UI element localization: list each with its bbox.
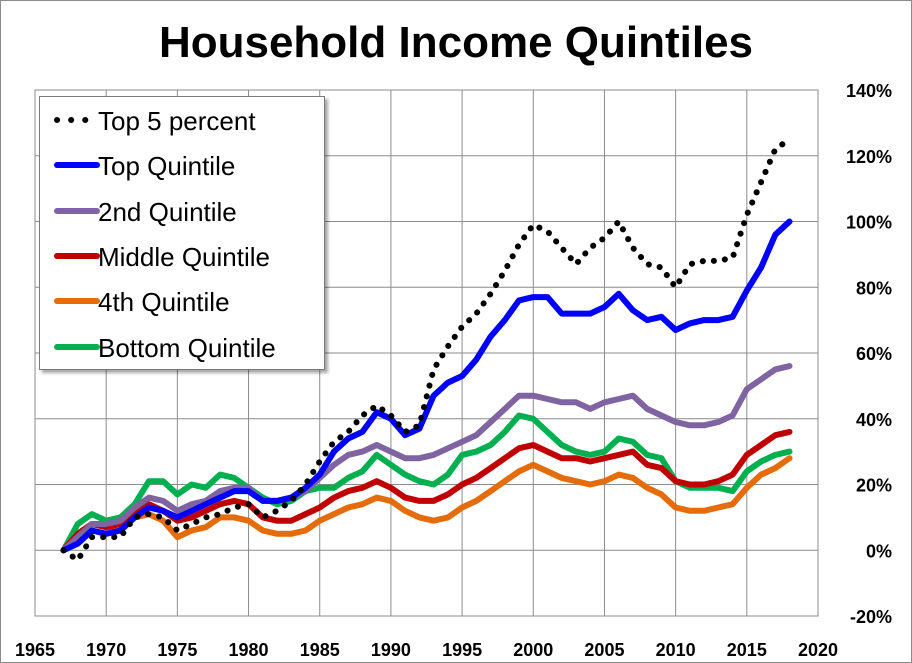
y-tick-label: 20% [856, 476, 892, 496]
series-line-middle-quintile [60, 428, 793, 554]
legend-label: Bottom Quintile [98, 332, 276, 363]
y-tick-label: 140% [846, 81, 892, 101]
legend-label: Middle Quintile [98, 241, 270, 272]
legend-item: Middle Quintile [40, 236, 324, 276]
series-line-top-quintile [60, 218, 793, 554]
series-line-top-5-percent [60, 136, 793, 564]
chart-title: Household Income Quintiles [158, 18, 754, 67]
legend-label: Top Quintile [98, 151, 236, 182]
legend-swatch [54, 252, 100, 259]
legend-swatch [54, 117, 100, 123]
legend-item: Top 5 percent [40, 100, 324, 140]
series-line-2nd-quintile [60, 363, 793, 554]
legend-swatch [54, 298, 100, 305]
y-tick-label: 60% [856, 344, 892, 364]
y-tick-label: 80% [856, 278, 892, 298]
y-tick-label: -20% [850, 607, 892, 627]
legend-item: 2nd Quintile [40, 191, 324, 231]
legend-label: 2nd Quintile [98, 196, 237, 227]
y-tick-label: 0% [866, 541, 892, 561]
y-axis-ticks: -20% 0% 20% 40% 60% 80% 100% 120% 140% [846, 81, 892, 627]
x-tick-label: 1980 [229, 640, 269, 660]
x-tick-label: 2000 [513, 640, 553, 660]
legend-swatch [54, 343, 100, 350]
x-tick-label: 2010 [656, 640, 696, 660]
x-tick-label: 2020 [798, 640, 838, 660]
x-tick-label: 1975 [157, 640, 197, 660]
legend-label: 4th Quintile [98, 287, 230, 318]
y-tick-label: 40% [856, 410, 892, 430]
x-axis-ticks: 1965 1970 1975 1980 1985 1990 1995 2000 2005 2010… [15, 640, 838, 660]
y-tick-label: 100% [846, 213, 892, 233]
legend-item: Top Quintile [40, 145, 324, 185]
plot-area-border [34, 89, 819, 617]
y-tick-label: 120% [846, 147, 892, 167]
x-tick-label: 1990 [371, 640, 411, 660]
x-tick-label: 2015 [727, 640, 767, 660]
legend-item: Bottom Quintile [40, 327, 324, 367]
x-tick-label: 1965 [15, 640, 55, 660]
series-line-bottom-quintile [60, 412, 793, 554]
legend-item: 4th Quintile [40, 281, 324, 321]
series-line-4th-quintile [60, 455, 793, 554]
legend-label: Top 5 percent [98, 106, 256, 136]
x-tick-label: 2005 [584, 640, 624, 660]
x-tick-label: 1995 [442, 640, 482, 660]
legend-swatch [54, 207, 100, 214]
legend: Top 5 percent Top Quintile 2nd Quintile Mid… [39, 96, 325, 370]
x-tick-label: 1970 [86, 640, 126, 660]
legend-swatch [54, 162, 100, 169]
x-tick-label: 1985 [300, 640, 340, 660]
series-group [60, 136, 793, 564]
